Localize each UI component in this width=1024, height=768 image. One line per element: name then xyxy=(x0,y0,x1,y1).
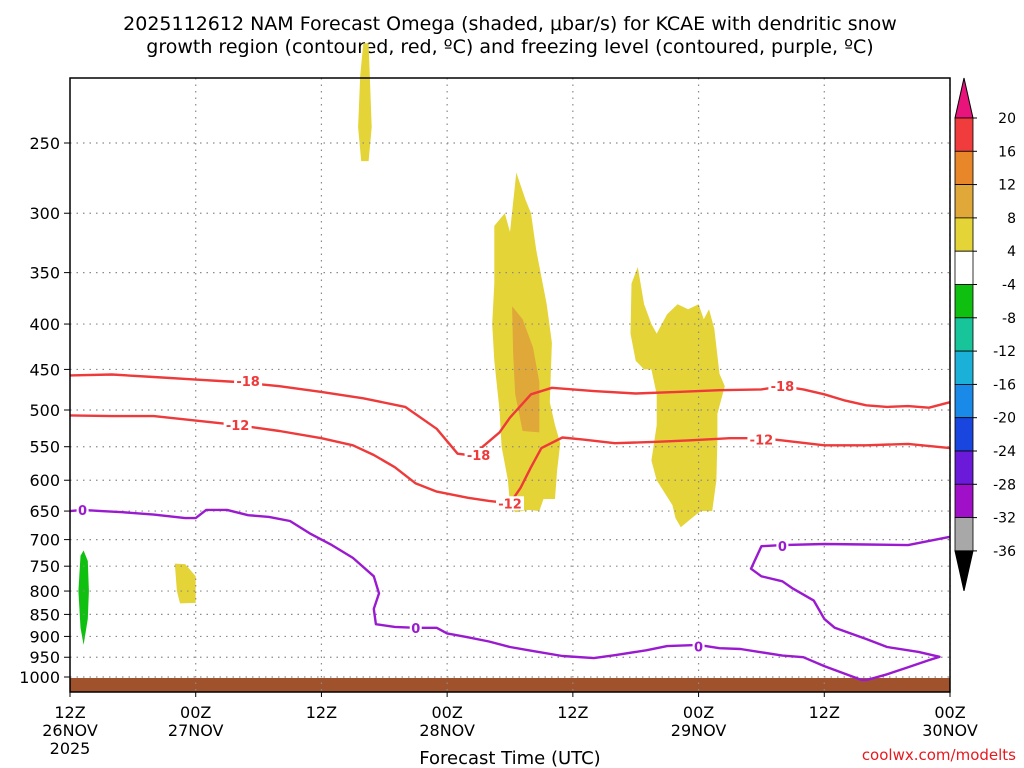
shaded-region-0 xyxy=(358,43,372,162)
colorbar-tick-label-13: -36 xyxy=(993,544,1016,560)
contour-label-bg-0-0 xyxy=(234,374,263,389)
contour-line-0-0 xyxy=(69,373,951,457)
shaded-region-1 xyxy=(174,563,196,604)
y-tick-label-1000: 1000 xyxy=(19,668,60,687)
contour-label-2-1: 0 xyxy=(411,622,420,637)
colorbar-band-11 xyxy=(954,483,974,518)
colorbar-band-4 xyxy=(954,250,974,285)
y-tick-label-900: 900 xyxy=(29,627,60,646)
x-tick-label-2-0: 12Z xyxy=(306,703,337,722)
contour-label-2-2: 0 xyxy=(694,641,703,656)
surface-terrain xyxy=(70,678,950,692)
y-tick-label-550: 550 xyxy=(29,438,60,457)
colorbar-band-2 xyxy=(954,184,974,219)
x-tick-label-0-2: 2025 xyxy=(50,739,91,758)
x-tick-label-3-1: 28NOV xyxy=(419,721,475,740)
y-tick-label-850: 850 xyxy=(29,605,60,624)
colorbar-tick-label-10: -24 xyxy=(993,444,1016,460)
colorbar-under-triangle xyxy=(954,550,974,592)
x-tick-label-6-0: 12Z xyxy=(809,703,840,722)
y-axis-ticks: 250 300 350 400 450 500 550 600 650 700 750 800 850 9… xyxy=(19,134,70,687)
shaded-region-4 xyxy=(630,267,725,528)
contour-label-1-2: -12 xyxy=(750,434,774,449)
x-tick-label-4-0: 12Z xyxy=(557,703,588,722)
plot-frame xyxy=(69,77,951,693)
y-tick-label-700: 700 xyxy=(29,531,60,550)
contour-label-bg-1-1 xyxy=(496,496,524,511)
colorbar-tick-label-8: -16 xyxy=(993,377,1016,393)
colorbar-tick-label-9: -20 xyxy=(993,411,1016,427)
x-tick-label-0-1: 26NOV xyxy=(42,721,98,740)
contour-label-bg-2-1 xyxy=(409,620,422,635)
colorbar-tick-label-0: 20 xyxy=(998,111,1016,127)
contour-label-bg-2-2 xyxy=(692,639,705,654)
contour-label-0-2: -18 xyxy=(771,380,795,395)
colorbar: 20 16 12 8 4 -4 -8 -12 -16 -20 -24 -28 -32 -36 xyxy=(954,77,1016,592)
colorbar-band-10 xyxy=(954,450,974,485)
y-tick-label-650: 650 xyxy=(29,502,60,521)
colorbar-band-8 xyxy=(954,383,974,419)
y-tick-label-750: 750 xyxy=(29,557,60,576)
y-tick-label-350: 350 xyxy=(29,264,60,283)
contour-label-bg-2-3 xyxy=(776,539,789,554)
contour-line-2-0 xyxy=(69,508,951,682)
chart-title-line2: growth region (contoured, red, ºC) and f… xyxy=(146,36,873,58)
chart-title-line1: 2025112612 NAM Forecast Omega (shaded, μ… xyxy=(123,13,897,35)
y-tick-label-450: 450 xyxy=(29,360,60,379)
contour-label-bg-0-1 xyxy=(464,448,493,463)
colorbar-band-1 xyxy=(954,150,974,186)
contour-label-2-0: 0 xyxy=(78,504,87,519)
colorbar-tick-label-6: -8 xyxy=(1002,311,1016,327)
y-tick-label-800: 800 xyxy=(29,582,60,601)
colorbar-tick-label-3: 8 xyxy=(1007,211,1016,227)
contour-label-0-1: -18 xyxy=(467,449,491,464)
colorbar-band-3 xyxy=(954,217,974,252)
colorbar-tick-label-1: 16 xyxy=(998,144,1016,160)
colorbar-band-6 xyxy=(954,317,974,352)
x-tick-label-1-0: 00Z xyxy=(180,703,211,722)
colorbar-band-12 xyxy=(954,517,974,552)
colorbar-tick-label-4: 4 xyxy=(1007,244,1016,260)
colorbar-band-0 xyxy=(954,117,974,152)
colorbar-tick-label-12: -32 xyxy=(993,511,1016,527)
x-tick-label-5-0: 00Z xyxy=(683,703,714,722)
colorbar-band-9 xyxy=(954,417,974,452)
omega-shaded-regions xyxy=(78,43,725,645)
contour-label-bg-1-0 xyxy=(223,418,252,433)
x-tick-label-0-0: 12Z xyxy=(54,703,85,722)
y-tick-label-500: 500 xyxy=(29,401,60,420)
colorbar-tick-label-2: 12 xyxy=(998,178,1016,194)
colorbar-over-triangle xyxy=(954,77,974,119)
contour-label-1-1: -12 xyxy=(498,497,522,512)
credit-text: coolwx.com/modelts xyxy=(862,746,1016,764)
y-tick-label-950: 950 xyxy=(29,648,60,667)
colorbar-band-5 xyxy=(954,284,974,319)
x-tick-label-3-0: 00Z xyxy=(431,703,462,722)
x-tick-label-1-1: 27NOV xyxy=(168,721,224,740)
colorbar-tick-label-7: -12 xyxy=(993,344,1016,360)
colorbar-tick-label-11: -28 xyxy=(993,477,1016,493)
x-axis-title: Forecast Time (UTC) xyxy=(419,748,600,768)
contour-labels: -18 -18 -18 -12 -12 -12 0 0 0 0 xyxy=(76,374,797,656)
contour-label-0-0: -18 xyxy=(236,375,260,390)
y-tick-label-400: 400 xyxy=(29,315,60,334)
colorbar-band-7 xyxy=(954,350,974,385)
contour-label-2-3: 0 xyxy=(778,540,787,555)
y-tick-label-300: 300 xyxy=(29,204,60,223)
x-tick-label-5-1: 29NOV xyxy=(671,721,727,740)
y-tick-label-600: 600 xyxy=(29,471,60,490)
x-tick-label-7-0: 00Z xyxy=(934,703,965,722)
contour-label-1-0: -12 xyxy=(226,419,250,434)
x-tick-label-7-1: 30NOV xyxy=(922,721,978,740)
contour-label-bg-1-2 xyxy=(747,432,776,447)
shaded-region-5 xyxy=(78,550,89,645)
y-tick-label-250: 250 xyxy=(29,134,60,153)
contour-label-bg-0-2 xyxy=(768,379,797,394)
contour-label-bg-2-0 xyxy=(76,502,89,517)
colorbar-tick-label-5: -4 xyxy=(1002,278,1016,294)
